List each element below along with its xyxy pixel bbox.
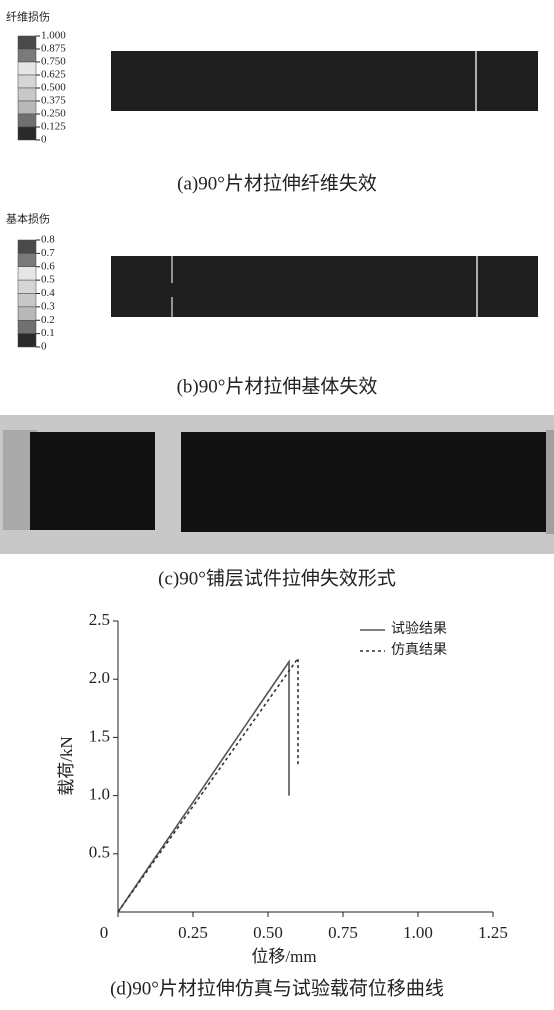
legend-title: 基本损伤 [6,212,50,226]
legend-tick-label: 0.500 [41,82,66,94]
specimen [30,432,155,530]
caption: (d)90°片材拉伸仿真与试验载荷位移曲线 [110,977,444,999]
legend-tick-label: 0.625 [41,69,66,81]
x-tick-label: 0.50 [253,923,283,942]
legend-tick-label: 0.4 [41,287,55,299]
caption: (c)90°铺层试件拉伸失效形式 [158,567,396,589]
legend-tick-label: 0.250 [41,108,66,120]
legend-tick-label: 0.6 [41,260,55,272]
legend-swatch [18,280,36,293]
y-axis-label: 载荷/kN [57,736,76,796]
legend-swatch [18,62,36,75]
page: 纤维损伤 (a)90°片材拉伸纤维失效 基本损伤 (b)90°片材拉伸基体失效 … [0,0,554,1010]
legend-tick-label: 0 [41,341,47,353]
legend-tick-label: 0.875 [41,43,66,55]
legend-swatch [18,267,36,280]
legend-tick-label: 0 [41,134,47,146]
legend-label: 仿真结果 [391,642,447,658]
legend-tick-label: 0.5 [41,274,55,286]
legend-title: 纤维损伤 [6,10,50,24]
x-tick-label: 0 [100,923,109,942]
legend-swatch [18,114,36,127]
legend-swatch [18,294,36,307]
y-tick-label: 1.0 [89,785,110,804]
y-tick-label: 2.5 [89,610,110,629]
data-line [118,658,298,912]
figure: 纤维损伤 (a)90°片材拉伸纤维失效 基本损伤 (b)90°片材拉伸基体失效 … [0,0,554,1010]
legend-swatch [18,307,36,320]
legend-tick-label: 0.8 [41,234,55,246]
legend-swatch [18,334,36,347]
specimen [181,432,548,532]
legend-tick-label: 0.750 [41,56,66,68]
legend-tick-label: 0.1 [41,327,55,339]
caption: (b)90°片材拉伸基体失效 [177,375,378,397]
legend-swatch [18,240,36,253]
x-tick-label: 1.25 [478,923,508,942]
legend-tick-label: 0.7 [41,247,55,259]
legend-swatch [18,36,36,49]
x-tick-label: 1.00 [403,923,433,942]
legend-swatch [18,75,36,88]
grip-tab [546,430,554,534]
x-axis-label: 位移/mm [251,947,316,966]
legend-tick-label: 0.3 [41,300,55,312]
caption: (a)90°片材拉伸纤维失效 [177,172,377,194]
legend-swatch [18,320,36,333]
legend-swatch [18,127,36,140]
y-tick-label: 1.5 [89,726,110,745]
legend-swatch [18,49,36,62]
legend-swatch [18,88,36,101]
y-tick-label: 0.5 [89,843,110,862]
specimen-model [111,51,538,111]
legend-tick-label: 1.000 [41,30,66,42]
x-tick-label: 0.25 [178,923,208,942]
legend-tick-label: 0.375 [41,95,66,107]
data-line [118,662,289,912]
x-tick-label: 0.75 [328,923,358,942]
legend-swatch [18,253,36,266]
legend-tick-label: 0.125 [41,121,66,133]
legend-tick-label: 0.2 [41,314,55,326]
specimen-model [111,256,538,317]
legend-swatch [18,101,36,114]
y-tick-label: 2.0 [89,668,110,687]
legend-label: 试验结果 [391,621,447,637]
